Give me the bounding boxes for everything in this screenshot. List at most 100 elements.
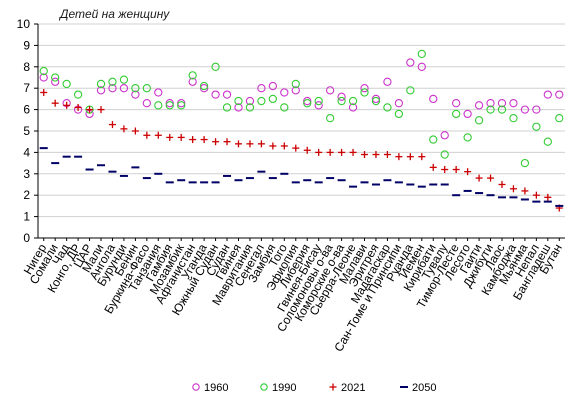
- point-1990: [497, 105, 507, 114]
- point-1990: [96, 79, 106, 89]
- point-1990: [543, 137, 552, 146]
- y-tick-label: 10: [17, 17, 31, 31]
- point-2021: [429, 163, 437, 171]
- y-tick-label: 3: [23, 167, 30, 181]
- point-1990: [245, 103, 255, 112]
- point-2021: [131, 127, 139, 135]
- point-1990: [325, 114, 335, 123]
- point-1990: [486, 105, 495, 114]
- legend-marker: [260, 383, 268, 391]
- point-1960: [108, 84, 117, 93]
- point-2021: [292, 144, 300, 152]
- legend-marker: [329, 383, 337, 391]
- point-1960: [222, 90, 232, 99]
- point-2021: [509, 185, 517, 193]
- point-1990: [62, 79, 71, 89]
- point-1990: [119, 75, 129, 84]
- point-2021: [246, 140, 254, 148]
- point-1990: [257, 96, 266, 106]
- y-tick-label: 0: [23, 231, 30, 245]
- axes: [34, 23, 565, 241]
- y-tick-label: 1: [23, 210, 30, 224]
- point-1960: [211, 90, 220, 99]
- point-1960: [325, 86, 335, 95]
- point-2021: [212, 138, 220, 146]
- point-1960: [177, 99, 186, 108]
- point-1990: [474, 116, 484, 125]
- point-1960: [268, 81, 278, 91]
- point-1990: [555, 114, 564, 123]
- y-tick-label: 5: [23, 124, 30, 138]
- point-2021: [51, 99, 59, 107]
- point-1990: [383, 103, 392, 112]
- point-1960: [119, 84, 129, 93]
- point-2021: [257, 140, 265, 148]
- point-1990: [188, 71, 197, 80]
- legend-item-2050: 2050: [400, 382, 436, 394]
- point-1960: [463, 109, 472, 119]
- point-2021: [418, 153, 426, 161]
- point-2021: [269, 142, 277, 150]
- point-1990: [429, 135, 438, 144]
- point-2021: [441, 166, 449, 174]
- point-2021: [326, 148, 334, 156]
- point-1990: [337, 96, 346, 106]
- point-1990: [532, 122, 541, 131]
- y-tick-labels: 0 1 2 3 4 5 6 7 8 9 10: [17, 17, 31, 245]
- point-1990: [73, 90, 83, 99]
- point-1990: [108, 77, 117, 86]
- point-1990: [417, 49, 426, 59]
- point-2021: [189, 136, 197, 144]
- point-1990: [394, 109, 404, 119]
- point-1990: [51, 73, 60, 82]
- point-1990: [177, 101, 186, 110]
- point-1960: [165, 99, 174, 108]
- point-1960: [440, 131, 449, 140]
- point-1960: [142, 99, 151, 108]
- legend-marker: [192, 383, 200, 391]
- point-2021: [395, 153, 403, 161]
- point-1960: [303, 96, 312, 106]
- y-tick-label: 2: [23, 188, 30, 202]
- point-1990: [303, 99, 312, 108]
- point-1960: [360, 84, 369, 93]
- point-1990: [222, 103, 232, 112]
- point-2021: [74, 103, 82, 111]
- point-1960: [417, 62, 426, 71]
- point-2021: [383, 151, 391, 159]
- point-1960: [131, 90, 140, 99]
- point-2021: [475, 174, 483, 182]
- point-2021: [498, 181, 506, 188]
- point-2021: [521, 187, 529, 195]
- point-2021: [406, 153, 414, 161]
- point-1960: [509, 99, 518, 108]
- point-2021: [349, 148, 357, 156]
- point-1960: [314, 101, 323, 110]
- point-2021: [143, 131, 151, 139]
- point-2021: [40, 88, 48, 96]
- data-marks: [39, 49, 564, 212]
- series-1990: [39, 49, 564, 168]
- point-2021: [223, 138, 231, 146]
- point-1960: [199, 84, 209, 93]
- point-2021: [464, 168, 472, 176]
- point-1960: [337, 92, 346, 101]
- point-1960: [280, 88, 289, 97]
- point-1960: [429, 94, 438, 104]
- point-1990: [39, 66, 48, 76]
- point-2021: [108, 121, 116, 129]
- point-1960: [406, 58, 415, 67]
- point-2021: [120, 125, 128, 133]
- point-1960: [245, 96, 255, 106]
- point-1990: [142, 84, 151, 93]
- series-2050: [39, 147, 564, 207]
- point-1960: [555, 90, 564, 99]
- point-1960: [51, 77, 60, 86]
- point-1990: [509, 114, 518, 123]
- point-2021: [200, 136, 208, 144]
- point-2021: [177, 133, 185, 141]
- grid-lines: [38, 23, 565, 218]
- point-1960: [383, 77, 392, 86]
